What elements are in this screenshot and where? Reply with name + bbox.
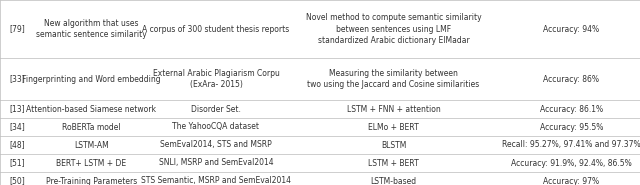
Text: [79]: [79] — [10, 24, 26, 33]
Text: Attention-based Siamese network: Attention-based Siamese network — [26, 105, 156, 114]
Text: SemEval2014, STS and MSRP: SemEval2014, STS and MSRP — [160, 140, 272, 149]
Text: Accuracy: 95.5%: Accuracy: 95.5% — [540, 122, 603, 132]
Text: LSTM-based: LSTM-based — [371, 176, 417, 185]
Text: Accuracy: 94%: Accuracy: 94% — [543, 24, 599, 33]
Text: STS Semantic, MSRP and SemEval2014: STS Semantic, MSRP and SemEval2014 — [141, 176, 291, 185]
Text: Pre-Training Parameters: Pre-Training Parameters — [45, 176, 137, 185]
Text: BERT+ LSTM + DE: BERT+ LSTM + DE — [56, 159, 126, 167]
Text: [34]: [34] — [10, 122, 26, 132]
Text: Recall: 95.27%, 97.41% and 97.37%: Recall: 95.27%, 97.41% and 97.37% — [502, 140, 640, 149]
Text: [48]: [48] — [10, 140, 26, 149]
Text: A corpus of 300 student thesis reports: A corpus of 300 student thesis reports — [142, 24, 290, 33]
Text: New algorithm that uses
semantic sentence similarity: New algorithm that uses semantic sentenc… — [36, 19, 147, 39]
Text: The YahooCQA dataset: The YahooCQA dataset — [173, 122, 259, 132]
Text: Novel method to compute semantic similarity
between sentences using LMF
standard: Novel method to compute semantic similar… — [306, 13, 481, 45]
Text: Accuracy: 86%: Accuracy: 86% — [543, 75, 599, 83]
Text: Fingerprinting and Word embedding: Fingerprinting and Word embedding — [22, 75, 161, 83]
Text: BLSTM: BLSTM — [381, 140, 406, 149]
Text: Disorder Set.: Disorder Set. — [191, 105, 241, 114]
Text: [50]: [50] — [10, 176, 26, 185]
Text: LSTM + BERT: LSTM + BERT — [368, 159, 419, 167]
Text: Accuracy: 97%: Accuracy: 97% — [543, 176, 599, 185]
Text: RoBERTa model: RoBERTa model — [62, 122, 120, 132]
Text: LSTM-AM: LSTM-AM — [74, 140, 109, 149]
Text: Accuracy: 86.1%: Accuracy: 86.1% — [540, 105, 603, 114]
Text: [33]: [33] — [10, 75, 26, 83]
Text: [13]: [13] — [10, 105, 26, 114]
Text: Accuracy: 91.9%, 92.4%, 86.5%: Accuracy: 91.9%, 92.4%, 86.5% — [511, 159, 632, 167]
Text: External Arabic Plagiarism Corpu
(ExAra- 2015): External Arabic Plagiarism Corpu (ExAra-… — [152, 69, 280, 89]
Text: Measuring the similarity between
two using the Jaccard and Cosine similarities: Measuring the similarity between two usi… — [307, 69, 480, 89]
Text: [51]: [51] — [10, 159, 26, 167]
Text: SNLI, MSRP and SemEval2014: SNLI, MSRP and SemEval2014 — [159, 159, 273, 167]
Text: LSTM + FNN + attention: LSTM + FNN + attention — [347, 105, 440, 114]
Text: ELMo + BERT: ELMo + BERT — [368, 122, 419, 132]
